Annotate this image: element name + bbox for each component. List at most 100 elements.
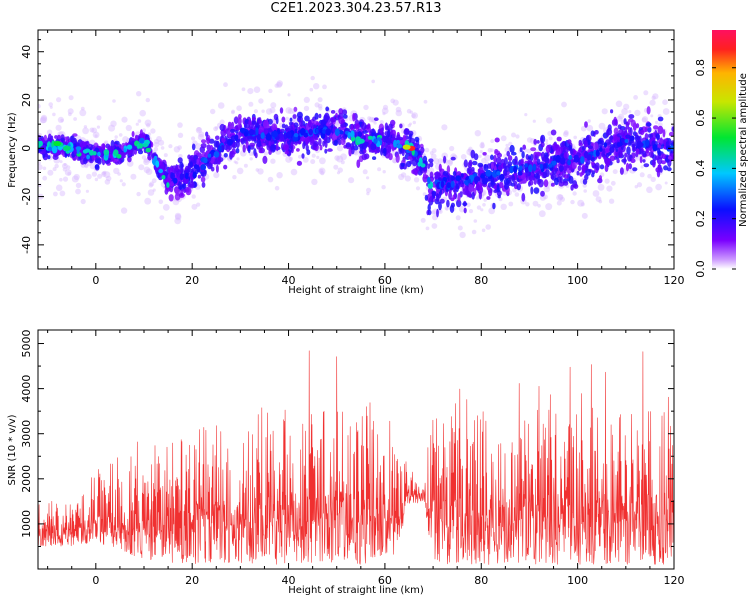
spectrogram-blob <box>639 129 645 135</box>
spectrogram-blob <box>545 144 551 153</box>
spectrogram-haze-dot <box>415 186 421 191</box>
spectrogram-x-tick-label: 80 <box>474 274 488 287</box>
spectrogram-blob <box>671 126 674 133</box>
spectrogram-haze-dot <box>42 175 48 181</box>
spectrogram-haze-dot <box>411 113 416 119</box>
spectrogram-haze-dot <box>92 131 100 139</box>
spectrogram-core <box>644 138 650 147</box>
spectrogram-haze-dot <box>525 202 530 207</box>
spectrogram-haze-dot <box>265 108 273 115</box>
spectrogram-core <box>440 180 445 188</box>
spectrogram-blob <box>330 117 334 125</box>
spectrogram-blob <box>507 161 513 167</box>
spectrogram-blob <box>609 155 616 162</box>
spectrogram-haze-dot <box>505 143 509 148</box>
spectrogram-blob <box>324 140 328 148</box>
spectrogram-blob <box>262 119 269 129</box>
spectrogram-peak-point <box>402 144 411 150</box>
spectrogram-blob <box>175 167 179 172</box>
spectrogram-blob <box>628 163 632 170</box>
spectrogram-blob <box>338 108 344 115</box>
spectrogram-haze-dot <box>214 126 219 130</box>
colorbar-tick-label: 0.2 <box>694 210 707 228</box>
spectrogram-blob <box>420 146 425 154</box>
spectrogram-blob <box>372 156 377 161</box>
spectrogram-blob <box>536 158 541 165</box>
spectrogram-blob <box>361 122 367 131</box>
spectrogram-haze-dot <box>73 117 77 121</box>
spectrogram-blob <box>621 158 627 163</box>
spectrogram-blob <box>235 139 240 149</box>
spectrogram-blob <box>364 134 370 142</box>
spectrogram-blob <box>521 151 525 159</box>
spectrogram-blob <box>191 167 197 173</box>
spectrogram-blob <box>642 159 646 163</box>
spectrogram-blob <box>296 111 303 119</box>
spectrogram-core <box>142 143 148 148</box>
snr-x-tick-label: 40 <box>282 574 296 587</box>
spectrogram-blob <box>530 186 534 195</box>
spectrogram-core <box>567 159 571 166</box>
spectrogram-core <box>139 138 144 144</box>
spectrogram-blob <box>242 144 246 153</box>
spectrogram-blob <box>137 149 144 155</box>
spectrogram-blob <box>619 149 623 158</box>
snr-x-axis-label: Height of straight line (km) <box>288 585 424 596</box>
spectrogram-blob <box>465 189 470 196</box>
spectrogram-haze-dot <box>651 95 656 101</box>
spectrogram-core <box>84 148 91 153</box>
spectrogram-blob <box>506 150 511 157</box>
spectrogram-haze-dot <box>310 159 316 165</box>
spectrogram-haze-dot <box>447 159 453 165</box>
spectrogram-haze-dot <box>480 208 484 212</box>
spectrogram-blob <box>429 161 434 168</box>
spectrogram-haze-dot <box>368 116 375 123</box>
spectrogram-x-axis-label: Height of straight line (km) <box>288 285 424 296</box>
spectrogram-haze-dot <box>470 157 475 162</box>
spectrogram-haze-dot <box>455 215 461 221</box>
spectrogram-blob <box>602 148 606 154</box>
spectrogram-haze-dot <box>125 124 132 132</box>
spectrogram-blob <box>188 180 195 189</box>
spectrogram-blob <box>131 131 135 138</box>
spectrogram-blob <box>304 115 310 122</box>
spectrogram-haze-dot <box>538 210 546 218</box>
spectrogram-haze-dot <box>545 203 553 211</box>
spectrogram-blob <box>543 152 549 159</box>
spectrogram-haze-dot <box>654 120 659 125</box>
spectrogram-haze-dot <box>233 160 237 164</box>
spectrogram-blob <box>636 135 641 141</box>
spectrogram-haze-dot <box>406 108 412 114</box>
spectrogram-core <box>116 154 122 159</box>
spectrogram-blob <box>540 190 545 197</box>
spectrogram-blob <box>407 156 412 160</box>
spectrogram-haze-dot <box>276 172 283 179</box>
spectrogram-blob <box>397 136 404 141</box>
spectrogram-blob <box>362 141 367 150</box>
spectrogram-core <box>485 169 492 177</box>
spectrogram-blob <box>237 117 242 126</box>
spectrogram-blob <box>318 138 322 146</box>
spectrogram-core <box>543 163 548 169</box>
spectrogram-x-tick-label: 40 <box>282 274 296 287</box>
spectrogram-blob <box>434 171 441 179</box>
spectrogram-haze-dot <box>219 119 225 125</box>
spectrogram-haze-dot <box>480 141 485 146</box>
spectrogram-haze-dot <box>598 122 606 130</box>
spectrogram-haze-dot <box>487 148 493 153</box>
spectrogram-core <box>207 153 212 158</box>
spectrogram-blob <box>215 135 220 141</box>
spectrogram-blob <box>585 161 589 168</box>
spectrogram-haze-dot <box>623 103 630 110</box>
spectrogram-blob <box>632 167 638 172</box>
spectrogram-blob <box>309 137 315 146</box>
spectrogram-haze-dot <box>53 191 58 197</box>
spectrogram-blob <box>313 140 319 147</box>
spectrogram-core <box>629 135 635 142</box>
spectrogram-haze-dot <box>236 157 240 161</box>
spectrogram-haze-dot <box>652 93 659 100</box>
spectrogram-haze-dot <box>55 184 63 192</box>
spectrogram-blob <box>201 139 207 144</box>
spectrogram-haze-dot <box>168 144 173 149</box>
spectrogram-haze-dot <box>460 154 467 160</box>
